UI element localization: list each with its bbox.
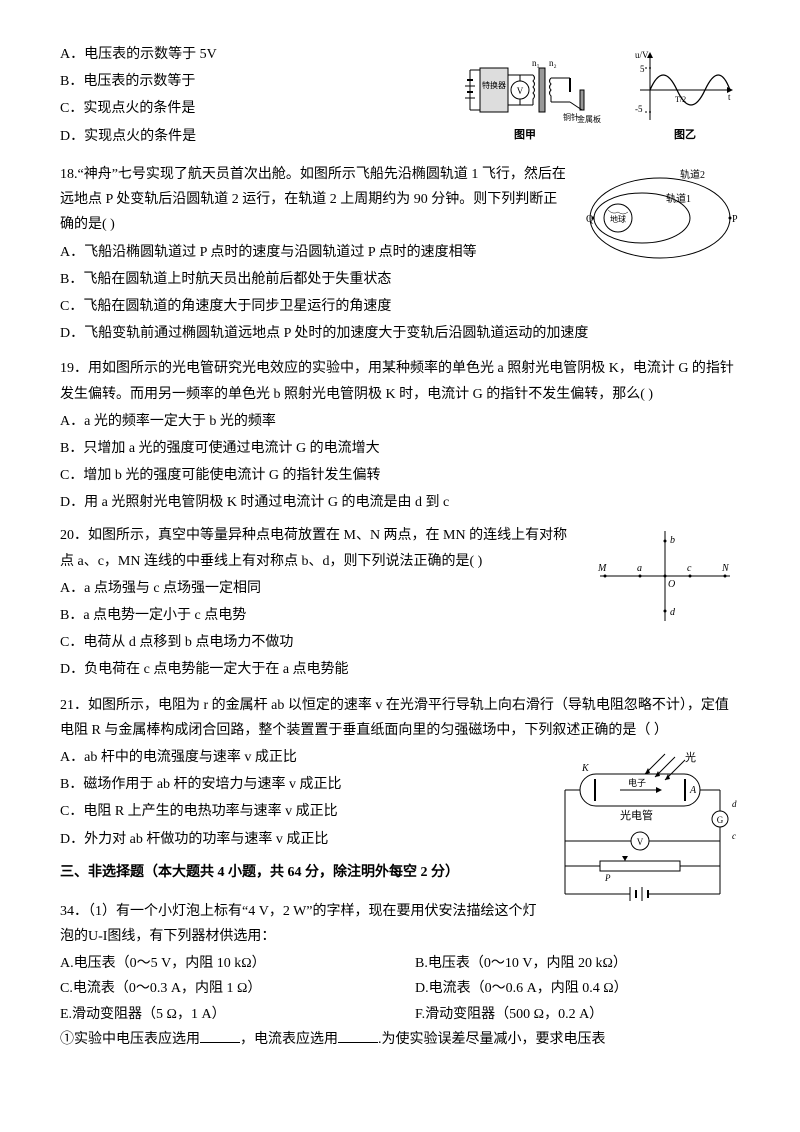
q18-optC: C．飞船在圆轨道的角速度大于同步卫星运行的角速度 [60, 294, 740, 319]
svg-text:特换器: 特换器 [482, 80, 506, 90]
svg-text:A: A [689, 785, 697, 796]
svg-text:K: K [581, 763, 590, 774]
q17-figures: 特换器 V n₁ n₂ 铜针 金属板 图甲 [460, 40, 740, 150]
q19-optC: C．增加 b 光的强度可能使电流计 G 的指针发生偏转 [60, 463, 740, 488]
svg-text:c: c [732, 831, 736, 841]
q34-items2: C.电流表（0～0.3 A，内阻 1 Ω） D.电流表（0～0.6 A，内阻 0… [60, 976, 740, 1001]
svg-text:光电管: 光电管 [620, 808, 653, 822]
q20-figure: M N a c b d O [590, 521, 740, 631]
svg-text:光: 光 [685, 750, 696, 764]
q34-items3: E.滑动变阻器（5 Ω，1 A） F.滑动变阻器（500 Ω，0.2 A） [60, 1002, 740, 1027]
svg-text:O: O [668, 579, 675, 590]
svg-text:电子: 电子 [628, 777, 646, 788]
q34-tail-c: .为使实验误差尽量减小，要求电压表 [378, 1032, 606, 1047]
q34-itemE: E.滑动变阻器（5 Ω，1 A） [60, 1002, 385, 1027]
svg-text:Q: Q [586, 214, 594, 225]
svg-text:地球: 地球 [610, 214, 626, 224]
q18-figure: 地球 Q P 轨道1 轨道2 [580, 158, 740, 268]
q19-optD: D．用 a 光照射光电管阴极 K 时通过电流计 G 的电流是由 d 到 c [60, 490, 740, 515]
q21-figure: 光 K A 电子 光电管 G d c V P [550, 749, 740, 909]
svg-text:b: b [670, 535, 675, 546]
svg-text:图甲: 图甲 [514, 128, 536, 141]
q19-optB: B．只增加 a 光的强度可使通过电流计 G 的电流增大 [60, 436, 740, 461]
q20-optC: C．电荷从 d 点移到 b 点电场力不做功 [60, 630, 740, 655]
svg-text:n₂: n₂ [549, 58, 557, 68]
svg-text:V: V [517, 86, 524, 96]
svg-text:d: d [670, 607, 676, 618]
svg-text:图乙: 图乙 [674, 128, 696, 141]
svg-text:N: N [721, 563, 730, 574]
svg-text:a: a [637, 563, 642, 574]
q18-optD: D．飞船变轨前通过椭圆轨道远地点 P 处时的加速度大于变轨后沿圆轨道运动的加速度 [60, 321, 740, 346]
q34-itemB: B.电压表（0～10 V，内阻 20 kΩ） [415, 951, 740, 976]
svg-text:t: t [728, 92, 731, 102]
q20-optD: D．负电荷在 c 点电势能一定大于在 a 点电势能 [60, 657, 740, 682]
svg-text:P: P [604, 873, 611, 883]
q34-itemF: F.滑动变阻器（500 Ω，0.2 A） [415, 1002, 740, 1027]
q21-stem: 21．如图所示，电阻为 r 的金属杆 ab 以恒定的速率 v 在光滑平行导轨上向… [60, 693, 740, 743]
svg-text:G: G [717, 815, 724, 825]
svg-text:c: c [687, 563, 692, 574]
q17-svg: 特换器 V n₁ n₂ 铜针 金属板 图甲 [460, 40, 740, 150]
svg-text:轨道2: 轨道2 [680, 168, 705, 181]
svg-text:金属板: 金属板 [577, 114, 601, 124]
q19-optA: A．a 光的频率一定大于 b 光的频率 [60, 409, 740, 434]
q34-itemC: C.电流表（0～0.3 A，内阻 1 Ω） [60, 976, 385, 1001]
svg-text:5: 5 [640, 64, 645, 74]
q20-svg: M N a c b d O [590, 521, 740, 631]
q34-tail: ①实验中电压表应选用 ，电流表应选用 .为使实验误差尽量减小，要求电压表 [60, 1027, 740, 1052]
q34-itemD: D.电流表（0～0.6 A，内阻 0.4 Ω） [415, 976, 740, 1001]
svg-text:d: d [732, 799, 737, 809]
q34-itemA: A.电压表（0～5 V，内阻 10 kΩ） [60, 951, 385, 976]
svg-text:n₁: n₁ [532, 58, 540, 68]
q18-svg: 地球 Q P 轨道1 轨道2 [580, 158, 740, 268]
q19-stem: 19．用如图所示的光电管研究光电效应的实验中，用某种频率的单色光 a 照射光电管… [60, 356, 740, 406]
blank-ammeter[interactable] [338, 1042, 378, 1043]
svg-text:u/V: u/V [635, 50, 649, 60]
q21-svg: 光 K A 电子 光电管 G d c V P [550, 749, 740, 909]
q34-tail-b: ，电流表应选用 [240, 1032, 338, 1047]
svg-text:V: V [637, 837, 644, 847]
svg-text:P: P [732, 214, 738, 225]
svg-text:M: M [597, 563, 607, 574]
q18-optB: B．飞船在圆轨道上时航天员出舱前后都处于失重状态 [60, 267, 740, 292]
svg-text:T/2: T/2 [675, 95, 686, 104]
q34-items: A.电压表（0～5 V，内阻 10 kΩ） B.电压表（0～10 V，内阻 20… [60, 951, 740, 976]
blank-voltmeter[interactable] [200, 1042, 240, 1043]
svg-text:-5: -5 [635, 104, 643, 114]
svg-text:轨道1: 轨道1 [666, 192, 691, 205]
q34-tail-a: ①实验中电压表应选用 [60, 1032, 200, 1047]
